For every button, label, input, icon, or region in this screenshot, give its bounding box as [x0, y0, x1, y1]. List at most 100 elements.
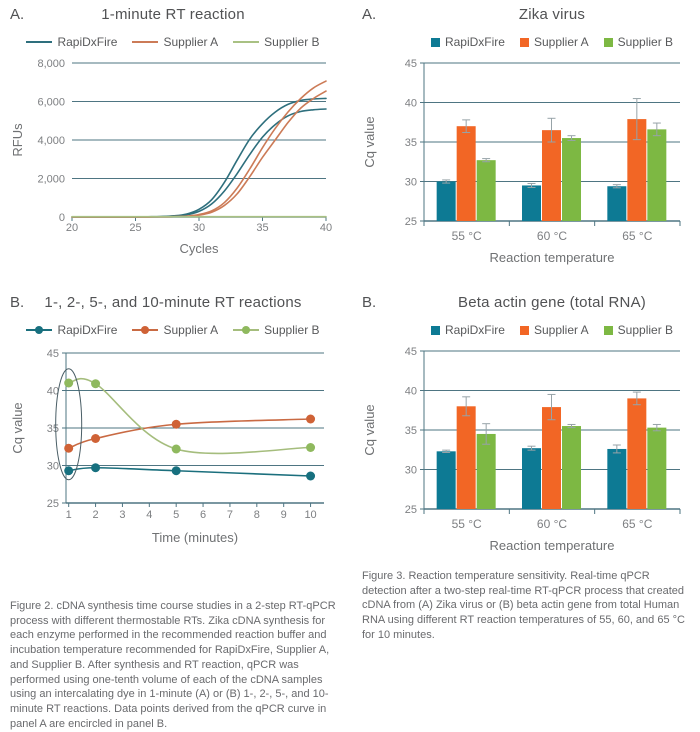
bar-supplier-a — [457, 406, 476, 509]
x-tick-label: 35 — [256, 222, 268, 234]
data-point — [172, 445, 181, 454]
legend-dot-icon — [141, 326, 149, 334]
y-tick-label: 35 — [405, 137, 417, 149]
series-line-rapidxfire-replicate-2 — [72, 109, 326, 217]
x-tick-label: 10 — [304, 509, 316, 521]
x-tick-label: 30 — [193, 222, 205, 234]
data-point — [64, 444, 73, 453]
figure3-caption: Figure 3. Reaction temperature sensitivi… — [362, 569, 694, 643]
data-point — [172, 420, 181, 429]
legend-label: RapiDxFire — [57, 35, 117, 49]
legend-item-supplier-a: Supplier A — [520, 323, 589, 337]
bar-rapidxfire — [437, 451, 456, 509]
y-tick-label: 35 — [405, 425, 417, 437]
legend-label: RapiDxFire — [57, 323, 117, 337]
legend-item-rapidxfire: RapiDxFire — [26, 35, 117, 49]
category-label: 60 °C — [537, 229, 567, 243]
series-line-supplier-a — [69, 419, 311, 448]
series-line-supplier-b — [69, 379, 311, 454]
legend-square-swatch-icon — [520, 38, 529, 47]
x-tick-label: 6 — [200, 509, 206, 521]
legend-label: Supplier B — [264, 323, 319, 337]
panel-fig3b-beta-actin: B. Beta actin gene (total RNA) RapiDxFir… — [360, 294, 692, 557]
panel-fig2b-header: B. 1-, 2-, 5-, and 10-minute RT reaction… — [8, 294, 338, 314]
y-axis-title: Cq value — [362, 404, 377, 455]
x-tick-label: 20 — [66, 222, 78, 234]
legend-item-supplier-a: Supplier A — [520, 35, 589, 49]
legend-square-swatch-icon — [520, 326, 529, 335]
data-point — [306, 472, 315, 481]
legend-label: RapiDxFire — [445, 35, 505, 49]
legend-item-supplier-a: Supplier A — [132, 323, 218, 337]
bar-supplier-a — [457, 126, 476, 221]
x-axis-title: Time (minutes) — [152, 530, 238, 545]
y-tick-label: 8,000 — [37, 58, 65, 70]
bar-supplier-a — [542, 130, 561, 221]
x-tick-label: 8 — [254, 509, 260, 521]
data-point — [306, 443, 315, 452]
y-axis-title: Cq value — [362, 116, 377, 167]
bar-supplier-b — [477, 434, 496, 509]
y-tick-label: 6,000 — [37, 97, 65, 109]
category-label: 55 °C — [452, 517, 482, 531]
legend-item-supplier-b: Supplier B — [604, 323, 673, 337]
panel-title: Beta actin gene (total RNA) — [458, 294, 646, 311]
legend-square-swatch-icon — [604, 326, 613, 335]
y-axis-title: Cq value — [10, 402, 25, 453]
x-tick-label: 5 — [173, 509, 179, 521]
x-axis-title: Cycles — [179, 241, 219, 256]
legend-line-swatch-icon — [233, 41, 259, 43]
legend-label: Supplier B — [264, 35, 319, 49]
legend-line-dot-swatch-icon — [26, 329, 52, 331]
legend-item-rapidxfire: RapiDxFire — [431, 35, 505, 49]
bar-supplier-a — [542, 407, 561, 509]
legend-item-rapidxfire: RapiDxFire — [431, 323, 505, 337]
category-label: 65 °C — [622, 229, 652, 243]
y-tick-label: 40 — [405, 98, 417, 110]
figure2-caption: Figure 2. cDNA synthesis time course stu… — [10, 599, 338, 732]
legend-fig2b: RapiDxFire Supplier A Supplier B — [8, 323, 338, 337]
data-point — [91, 379, 100, 388]
y-tick-label: 30 — [405, 177, 417, 189]
y-tick-label: 30 — [405, 465, 417, 477]
panel-fig2b-time-course: B. 1-, 2-, 5-, and 10-minute RT reaction… — [8, 294, 338, 549]
legend-fig2a: RapiDxFire Supplier A Supplier B — [8, 35, 338, 49]
legend-item-supplier-a: Supplier A — [132, 35, 218, 49]
data-point — [91, 434, 100, 443]
panel-title: Zika virus — [519, 6, 585, 23]
y-tick-label: 0 — [59, 212, 65, 224]
legend-label: Supplier B — [618, 323, 673, 337]
x-tick-label: 3 — [119, 509, 125, 521]
legend-item-supplier-b: Supplier B — [233, 323, 319, 337]
x-tick-label: 9 — [281, 509, 287, 521]
legend-square-swatch-icon — [604, 38, 613, 47]
x-axis-title: Reaction temperature — [489, 538, 614, 553]
y-tick-label: 30 — [47, 461, 59, 473]
y-tick-label: 35 — [47, 423, 59, 435]
legend-label: Supplier B — [618, 35, 673, 49]
x-tick-label: 7 — [227, 509, 233, 521]
data-point — [64, 379, 73, 388]
x-axis-title: Reaction temperature — [489, 250, 614, 265]
data-point — [306, 415, 315, 424]
legend-line-swatch-icon — [26, 41, 52, 43]
bar-rapidxfire — [437, 182, 456, 222]
y-tick-label: 4,000 — [37, 135, 65, 147]
legend-label: Supplier A — [534, 35, 589, 49]
bar-supplier-b — [477, 160, 496, 221]
legend-square-swatch-icon — [431, 326, 440, 335]
series-line-supplier-a-replicate-2 — [72, 91, 326, 217]
y-axis-title: RFUs — [10, 123, 25, 157]
bar-rapidxfire — [607, 186, 626, 221]
bar-supplier-b — [562, 138, 581, 221]
panel-letter: B. — [362, 294, 376, 311]
x-tick-label: 1 — [66, 509, 72, 521]
y-tick-label: 25 — [405, 216, 417, 228]
bar-rapidxfire — [522, 185, 541, 221]
panel-letter: B. — [10, 294, 24, 311]
y-tick-label: 45 — [405, 58, 417, 70]
